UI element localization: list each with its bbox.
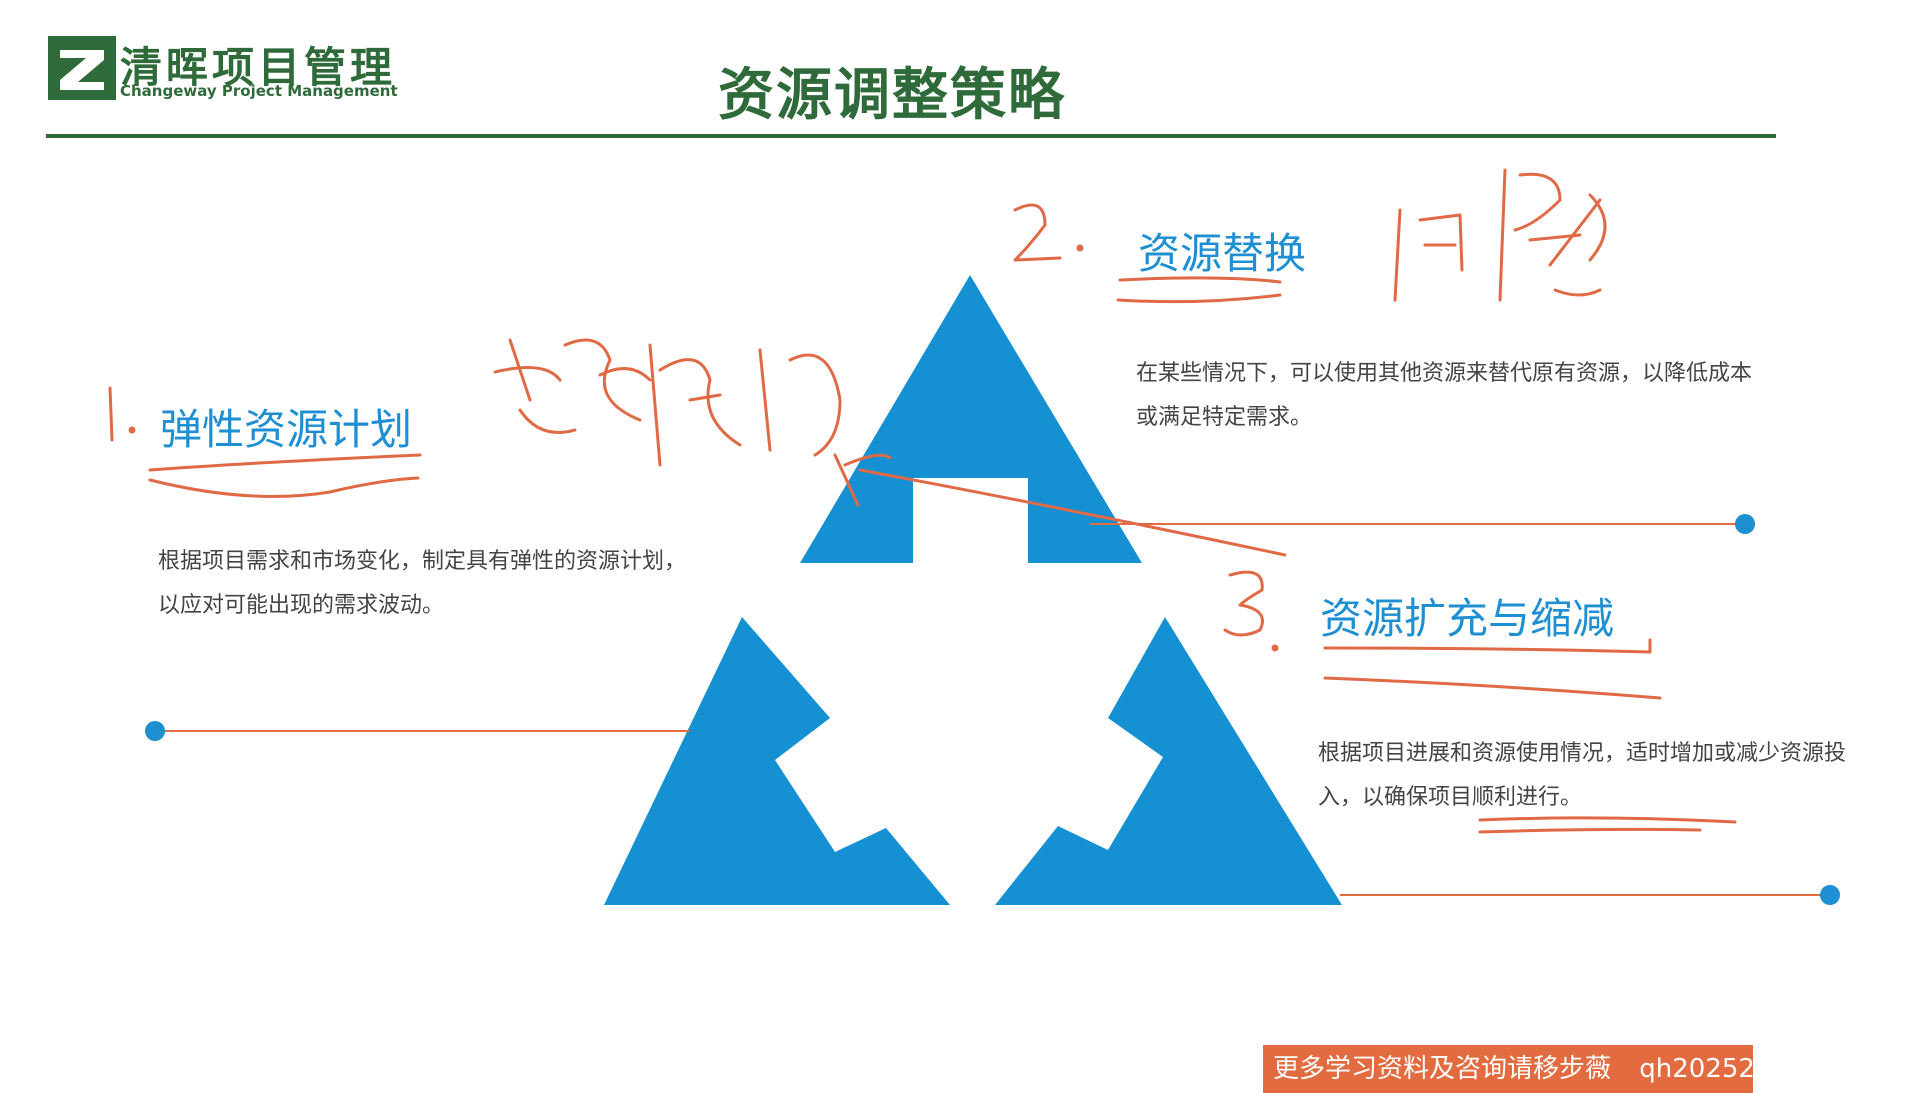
connector-dot-left <box>145 721 165 741</box>
connector-dot-top <box>1735 514 1755 534</box>
connector-dot-bottom <box>1820 885 1840 905</box>
logo-icon <box>48 36 116 100</box>
item-description-elastic-plan: 根据项目需求和市场变化，制定具有弹性的资源计划，以应对可能出现的需求波动。 <box>158 549 687 618</box>
slide-title: 资源调整策略 <box>718 63 1066 128</box>
footer-banner: 更多学习资料及咨询请移步薇 qh202522 <box>1263 1045 1772 1093</box>
brand-name: 清晖项目管理 <box>120 43 397 92</box>
triangle-left <box>604 617 950 905</box>
handwritten-annotations <box>108 168 1737 834</box>
footer-text: 更多学习资料及咨询请移步薇 <box>1273 1054 1612 1084</box>
triangle-top <box>800 275 1142 563</box>
brand-tagline: Changeway Project Management <box>120 82 398 100</box>
item-title-elastic-plan: 弹性资源计划 <box>160 405 413 454</box>
title-divider <box>46 134 1776 138</box>
footer-contact: qh202522 <box>1639 1054 1772 1084</box>
item-description-resource-replacement: 在某些情况下，可以使用其他资源来替代原有资源，以降低成本或满足特定需求。 <box>1136 361 1753 430</box>
item-title-resource-scaling: 资源扩充与缩减 <box>1320 594 1615 643</box>
triangle-right <box>995 617 1342 905</box>
item-title-resource-replacement: 资源替换 <box>1138 229 1307 278</box>
item-description-resource-scaling: 根据项目进展和资源使用情况，适时增加或减少资源投入，以确保项目顺利进行。 <box>1318 741 1847 810</box>
